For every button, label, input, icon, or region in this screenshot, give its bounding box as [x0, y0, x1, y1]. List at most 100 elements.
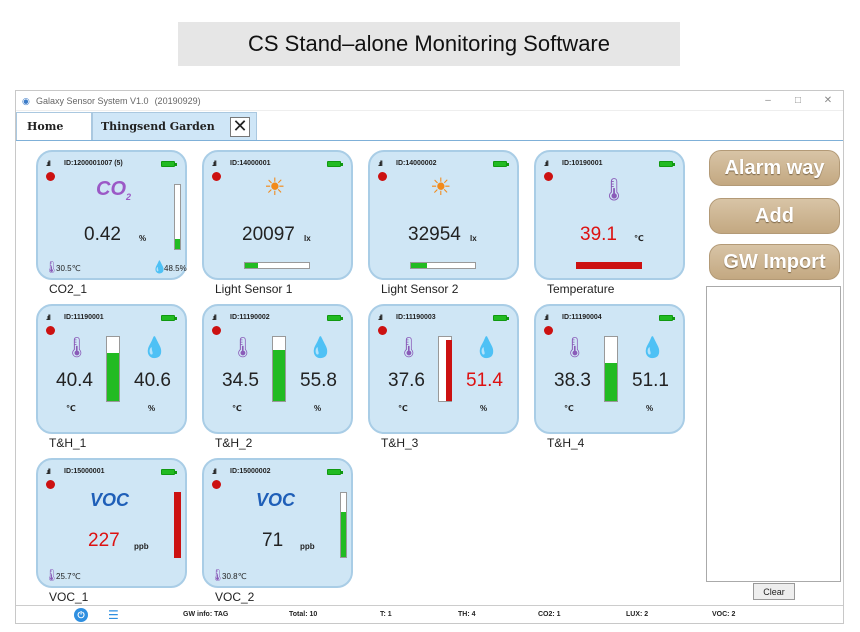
sensor-name: T&H_2	[215, 436, 253, 450]
signal-icon: .ıll	[46, 161, 51, 168]
humidity-icon: 💧	[474, 337, 499, 359]
minimize-button[interactable]: –	[765, 95, 771, 106]
temperature-unit: ℃	[398, 404, 408, 413]
close-window-button[interactable]: ✕	[823, 95, 833, 106]
sensor-card-voc-2[interactable]: .ıll ID:15000002 VOC 71 ppb 🌡 30.8℃	[202, 458, 353, 588]
sensor-card-th-2[interactable]: .ıll ID:11190002 🌡 💧 34.5 55.8 ℃ %	[202, 304, 353, 434]
alarm-indicator	[378, 326, 387, 335]
alarm-indicator	[212, 480, 221, 489]
maximize-button[interactable]: □	[794, 95, 802, 106]
sensor-id: ID:1200001007 (5)	[64, 160, 123, 167]
list-icon[interactable]: ☰	[108, 608, 119, 622]
battery-icon	[493, 315, 509, 321]
sensor-card-voc-1[interactable]: .ıll ID:15000001 VOC 227 ppb 🌡 25.7℃	[36, 458, 187, 588]
tab-strip: Home Thingsend Garden ✕	[16, 111, 843, 141]
humidity-unit: %	[148, 404, 156, 413]
status-th: TH: 4	[458, 611, 476, 618]
sensor-card-temperature[interactable]: .ıll ID:10190001 🌡 39.1 ℃	[534, 150, 685, 280]
signal-icon: .ıll	[212, 315, 217, 322]
sensor-name: VOC_1	[49, 590, 89, 604]
signal-icon: .ıll	[46, 315, 51, 322]
humidity-value: 40.6	[134, 370, 171, 391]
gw-import-button[interactable]: GW Import	[709, 244, 840, 280]
tab-home[interactable]: Home	[16, 112, 92, 140]
sensor-value: 71	[262, 530, 284, 551]
battery-icon	[327, 315, 343, 321]
sensor-value: 0.42	[84, 224, 121, 245]
level-bar	[174, 184, 181, 250]
sensor-name: T&H_3	[381, 436, 419, 450]
sensor-value: 227	[88, 530, 120, 551]
tab-close-icon[interactable]: ✕	[230, 116, 250, 137]
battery-icon	[161, 315, 177, 321]
sensor-name: Temperature	[547, 282, 615, 296]
sensor-card-co2-1[interactable]: .ıll ID:1200001007 (5) CO2 0.42 % 🌡 30.5…	[36, 150, 187, 280]
level-bar	[576, 262, 642, 269]
voc-icon: VOC	[256, 490, 296, 510]
signal-icon: .ıll	[378, 161, 383, 168]
sensor-id: ID:14000002	[396, 160, 437, 167]
alarm-indicator	[544, 172, 553, 181]
app-logo-icon: ◉	[22, 95, 30, 106]
humidity-fill	[446, 340, 452, 401]
side-panel: Alarm way Add GW Import Clear	[705, 142, 843, 605]
sensor-id: ID:14000001	[230, 160, 271, 167]
sensor-card-th-3[interactable]: .ıll ID:11190003 🌡 💧 37.6 51.4 ℃ %	[368, 304, 519, 434]
humidity-icon: 💧	[142, 337, 167, 359]
status-co2: CO2: 1	[538, 611, 561, 618]
sensor-unit: %	[139, 234, 147, 243]
humidity-value: 51.1	[632, 370, 669, 391]
sensor-value: 32954	[408, 224, 461, 245]
signal-icon: .ıll	[544, 315, 549, 322]
level-bar	[174, 492, 181, 558]
status-lux: LUX: 2	[626, 611, 649, 618]
sensor-id: ID:15000001	[64, 468, 105, 475]
sensor-unit: lx	[304, 234, 311, 243]
alarm-indicator	[212, 172, 221, 181]
sensor-temp: 25.7℃	[56, 572, 81, 581]
thermometer-icon: 🌡	[230, 337, 256, 359]
sensor-id: ID:15000002	[230, 468, 271, 475]
alarm-indicator	[378, 172, 387, 181]
log-list[interactable]	[706, 286, 841, 582]
humidity-icon: 💧	[308, 337, 333, 359]
sensor-id: ID:11190002	[230, 314, 270, 321]
sensor-unit: ppb	[134, 542, 149, 551]
thermometer-icon: 🌡	[396, 337, 422, 359]
thermometer-icon: 🌡	[44, 260, 60, 274]
level-fill	[245, 263, 258, 268]
add-button[interactable]: Add	[709, 198, 840, 234]
thermometer-icon: 🌡	[64, 337, 90, 359]
level-fill	[175, 493, 180, 557]
humidity-unit: %	[646, 404, 654, 413]
sensor-card-th-4[interactable]: .ıll ID:11190004 🌡 💧 38.3 51.1 ℃ %	[534, 304, 685, 434]
sensor-unit: ℃	[634, 234, 644, 243]
tab-thingsend-garden[interactable]: Thingsend Garden ✕	[92, 112, 257, 140]
alarm-indicator	[212, 326, 221, 335]
sensor-card-th-1[interactable]: .ıll ID:11190001 🌡 💧 40.4 40.6 ℃ %	[36, 304, 187, 434]
signal-icon: .ıll	[544, 161, 549, 168]
status-total: Total: 10	[289, 611, 318, 618]
clear-button[interactable]: Clear	[753, 583, 795, 600]
temperature-unit: ℃	[232, 404, 242, 413]
battery-icon	[327, 469, 343, 475]
sensor-id: ID:11190001	[64, 314, 104, 321]
sensor-unit: ppb	[300, 542, 315, 551]
status-gw-info: GW info: TAG	[183, 611, 229, 618]
humidity-value: 55.8	[300, 370, 337, 391]
tab-garden-label: Thingsend Garden	[101, 120, 215, 133]
battery-icon	[161, 161, 177, 167]
power-icon[interactable]: ⏻	[74, 608, 88, 622]
sensor-humidity: 48.5%	[164, 264, 187, 273]
sensor-card-light-1[interactable]: .ıll ID:14000001 ☀ 20097 lx	[202, 150, 353, 280]
sensor-card-light-2[interactable]: .ıll ID:14000002 ☀ 32954 lx	[368, 150, 519, 280]
alarm-way-button[interactable]: Alarm way	[709, 150, 840, 186]
level-bar	[244, 262, 310, 269]
sensor-unit: lx	[470, 234, 477, 243]
alarm-indicator	[46, 172, 55, 181]
alarm-indicator	[46, 480, 55, 489]
battery-icon	[659, 161, 675, 167]
sensor-id: ID:11190003	[396, 314, 436, 321]
temperature-value: 34.5	[222, 370, 259, 391]
humidity-bar	[106, 336, 120, 402]
